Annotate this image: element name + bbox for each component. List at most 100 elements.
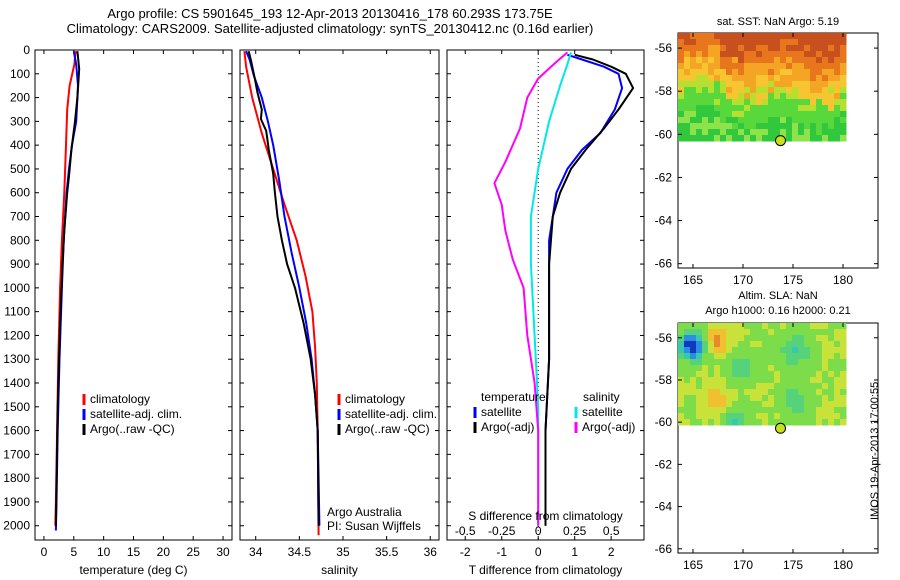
sla-map-cell (684, 383, 691, 390)
sst-map-cell (732, 117, 739, 124)
sst-map-cell (774, 111, 781, 118)
sst-map-cell (804, 111, 811, 118)
sst-map-cell (798, 45, 805, 52)
sst-map-cell (792, 135, 799, 142)
sla-map-cell (708, 377, 715, 384)
sst-map-cell (678, 117, 685, 124)
sla-map-cell (720, 341, 727, 348)
sla-map-cell (708, 323, 715, 330)
sla-map-cell (774, 407, 781, 414)
sst-map-cell (816, 105, 823, 112)
title-line-1: Argo profile: CS 5901645_193 12-Apr-2013… (107, 6, 553, 21)
sst-map-cell (816, 75, 823, 82)
sla-map-cell (732, 383, 739, 390)
salinity-panel-frame (239, 49, 440, 541)
sst-map-cell (684, 75, 691, 82)
sla-map-cell (822, 413, 829, 420)
sla-map-cell (684, 359, 691, 366)
sla-map-cell (684, 389, 691, 396)
sst-map-cell (810, 129, 817, 136)
sla-map-argo-marker (775, 422, 786, 434)
temperature-x-tick-label: 15 (127, 545, 141, 559)
sla-map-cell (792, 341, 799, 348)
temperature-x-label: temperature (deg C) (79, 563, 187, 577)
sla-map-cell (732, 347, 739, 354)
sla-map-cell (756, 407, 763, 414)
sst-map-cell (702, 51, 709, 58)
sst-map-cell (756, 117, 763, 124)
difference-t-tick-label: -1 (496, 545, 507, 559)
sla-map-cell (732, 401, 739, 408)
sst-map-cell (792, 75, 799, 82)
sst-map-y-tick-label: -66 (655, 257, 673, 271)
sst-map-cell (696, 75, 703, 82)
sla-map-cell (840, 395, 847, 402)
sla-map-cell (750, 329, 757, 336)
sst-map-cell (744, 135, 751, 142)
sst-map-cell (744, 111, 751, 118)
sst-map-cell (714, 117, 721, 124)
sla-map-cell (804, 341, 811, 348)
sst-map-cell (762, 99, 769, 106)
sst-map-cell (792, 39, 799, 46)
sst-map-cell (684, 51, 691, 58)
sla-map-cell (816, 341, 823, 348)
sst-map-cell (744, 45, 751, 52)
sla-map-cell (822, 353, 829, 360)
sst-map-cell (840, 75, 847, 82)
sla-map-cell (834, 323, 841, 330)
sst-map-cell (840, 117, 847, 124)
sla-map-cell (840, 347, 847, 354)
sla-map-cell (798, 329, 805, 336)
temperature-x-tick-label: 5 (70, 545, 77, 559)
sst-map-cell (750, 123, 757, 130)
sst-map-cell (720, 51, 727, 58)
depth-axis-tick-label: 200 (10, 91, 30, 105)
sst-map-cell (678, 39, 685, 46)
sla-map-cell (744, 341, 751, 348)
sla-map-cell (774, 353, 781, 360)
sst-map-cell (744, 63, 751, 70)
sla-map-cell (810, 377, 817, 384)
sla-map-cell (756, 341, 763, 348)
sla-map-cell (828, 377, 835, 384)
sst-map-cell (840, 57, 847, 64)
sla-map-cell (774, 335, 781, 342)
sla-map-cell (792, 401, 799, 408)
temperature-x-tick-label: 20 (157, 545, 171, 559)
sst-map-cell (696, 51, 703, 58)
sst-map-cell (822, 57, 829, 64)
sla-map-cell (690, 389, 697, 396)
sst-map-cell (708, 123, 715, 130)
sst-map-x-tick-label: 170 (733, 273, 753, 287)
sst-map-cell (768, 57, 775, 64)
sst-map-cell (768, 93, 775, 100)
sla-map-cell (804, 383, 811, 390)
sla-map-cell (804, 353, 811, 360)
sst-map-cell (780, 111, 787, 118)
depth-axis-tick-label: 1000 (3, 281, 30, 295)
sla-map-cell (690, 353, 697, 360)
sla-map-cell (696, 359, 703, 366)
sla-map-cell (762, 329, 769, 336)
sla-map-cell (798, 407, 805, 414)
sst-map-cell (810, 93, 817, 100)
sla-map-cell (756, 329, 763, 336)
sla-map-cell (774, 377, 781, 384)
sla-map-cell (720, 389, 727, 396)
sla-map-cell (702, 353, 709, 360)
sla-map-cell (834, 347, 841, 354)
sla-map-cell (720, 407, 727, 414)
sst-map-cell (810, 117, 817, 124)
sla-map-cell (786, 377, 793, 384)
sla-map-cell (678, 353, 685, 360)
sla-map-cell (798, 413, 805, 420)
sla-map-cell (786, 383, 793, 390)
sla-map-cell (678, 389, 685, 396)
sst-map-cell (828, 93, 835, 100)
sst-map-cell (762, 111, 769, 118)
sst-map-cell (702, 63, 709, 70)
sst-map-cell (696, 69, 703, 76)
sla-map-cell (702, 377, 709, 384)
sst-map-cell (732, 45, 739, 52)
